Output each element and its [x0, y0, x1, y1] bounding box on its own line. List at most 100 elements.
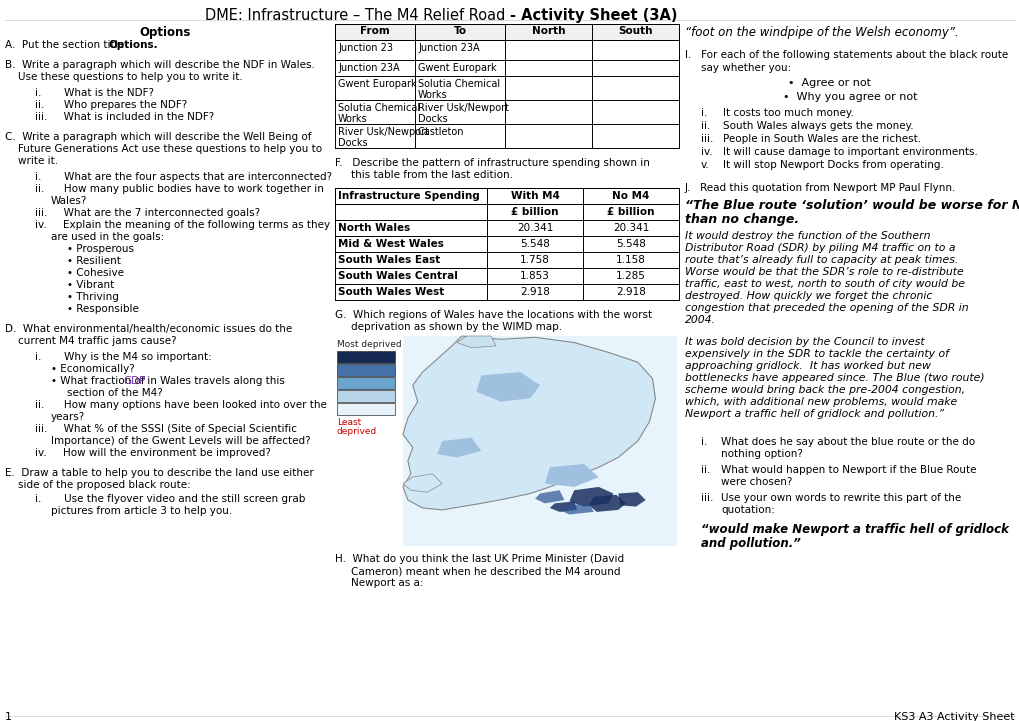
Text: Docks: Docks — [418, 114, 447, 124]
Bar — [336, 364, 394, 376]
Text: North Wales: North Wales — [337, 223, 410, 233]
Text: 1.758: 1.758 — [520, 255, 549, 265]
Text: iv.     How will the environment be improved?: iv. How will the environment be improved… — [35, 448, 271, 458]
Text: Wales?: Wales? — [51, 196, 88, 206]
Text: Gwent Europark: Gwent Europark — [418, 63, 496, 73]
Text: Least: Least — [336, 418, 361, 427]
Text: and pollution.”: and pollution.” — [700, 537, 800, 550]
Text: destroyed. How quickly we forget the chronic: destroyed. How quickly we forget the chr… — [685, 291, 931, 301]
Text: Future Generations Act use these questions to help you to: Future Generations Act use these questio… — [18, 144, 322, 154]
Text: • Economically?: • Economically? — [51, 364, 135, 374]
Text: From: From — [360, 26, 389, 36]
Text: bottlenecks have appeared since. The Blue (two route): bottlenecks have appeared since. The Blu… — [685, 373, 983, 383]
Text: No M4: No M4 — [611, 191, 649, 201]
Text: i.       What is the NDF?: i. What is the NDF? — [35, 88, 154, 98]
Text: Infrastructure Spending: Infrastructure Spending — [337, 191, 479, 201]
Text: current M4 traffic jams cause?: current M4 traffic jams cause? — [18, 336, 176, 346]
Text: iii.     What % of the SSSI (Site of Special Scientific: iii. What % of the SSSI (Site of Special… — [35, 424, 297, 434]
Text: Junction 23A: Junction 23A — [418, 43, 479, 53]
Text: Options.: Options. — [109, 40, 159, 50]
Text: iv.     Explain the meaning of the following terms as they: iv. Explain the meaning of the following… — [35, 220, 330, 230]
Text: South Wales always gets the money.: South Wales always gets the money. — [722, 121, 913, 131]
Text: Newport as a:: Newport as a: — [351, 578, 423, 588]
Text: It will stop Newport Docks from operating.: It will stop Newport Docks from operatin… — [722, 160, 943, 170]
Polygon shape — [476, 372, 539, 402]
Text: • Responsible: • Responsible — [67, 304, 139, 314]
Text: deprivation as shown by the WIMD map.: deprivation as shown by the WIMD map. — [351, 322, 561, 332]
Text: KS3 A3 Activity Sheet: KS3 A3 Activity Sheet — [894, 712, 1014, 721]
Text: ii.: ii. — [700, 465, 709, 475]
Text: South: South — [618, 26, 652, 36]
Text: To: To — [453, 26, 466, 36]
Polygon shape — [549, 501, 577, 512]
Text: J.   Read this quotation from Newport MP Paul Flynn.: J. Read this quotation from Newport MP P… — [685, 183, 956, 193]
Text: What does he say about the blue route or the do: What does he say about the blue route or… — [720, 437, 974, 447]
Bar — [403, 336, 677, 546]
Text: in Wales travels along this: in Wales travels along this — [144, 376, 284, 386]
Polygon shape — [437, 438, 481, 457]
Text: • Thriving: • Thriving — [67, 292, 119, 302]
Text: 20.341: 20.341 — [612, 223, 648, 233]
Polygon shape — [559, 503, 593, 515]
Text: Use your own words to rewrite this part of the: Use your own words to rewrite this part … — [720, 493, 960, 503]
Text: i.: i. — [700, 108, 707, 118]
Text: which, with additional new problems, would make: which, with additional new problems, wou… — [685, 397, 956, 407]
Polygon shape — [457, 336, 495, 348]
Text: side of the proposed black route:: side of the proposed black route: — [18, 480, 191, 490]
Polygon shape — [544, 464, 598, 487]
Text: South Wales West: South Wales West — [337, 287, 444, 297]
Text: write it.: write it. — [18, 156, 58, 166]
Text: H.  What do you think the last UK Prime Minister (David: H. What do you think the last UK Prime M… — [334, 554, 624, 564]
Text: Distributor Road (SDR) by piling M4 traffic on to a: Distributor Road (SDR) by piling M4 traf… — [685, 243, 955, 253]
Text: Junction 23A: Junction 23A — [337, 63, 399, 73]
Text: Most deprived: Most deprived — [336, 340, 401, 349]
Text: Use these questions to help you to write it.: Use these questions to help you to write… — [18, 72, 243, 82]
Text: 1: 1 — [5, 712, 12, 721]
Text: are used in the goals:: are used in the goals: — [51, 232, 164, 242]
Text: route that’s already full to capacity at peak times.: route that’s already full to capacity at… — [685, 255, 958, 265]
Text: “The Blue route ‘solution’ would be worse for Newport: “The Blue route ‘solution’ would be wors… — [685, 199, 1019, 212]
Text: Solutia Chemical: Solutia Chemical — [337, 103, 420, 113]
Text: 1.158: 1.158 — [615, 255, 645, 265]
Text: • Cohesive: • Cohesive — [67, 268, 124, 278]
Text: Docks: Docks — [337, 138, 367, 148]
Text: • Vibrant: • Vibrant — [67, 280, 114, 290]
Text: North: North — [531, 26, 565, 36]
Polygon shape — [403, 336, 655, 510]
Text: deprived: deprived — [336, 427, 377, 436]
Polygon shape — [535, 490, 564, 503]
Text: pictures from article 3 to help you.: pictures from article 3 to help you. — [51, 506, 232, 516]
Text: South Wales Central: South Wales Central — [337, 271, 458, 281]
Text: Cameron) meant when he described the M4 around: Cameron) meant when he described the M4 … — [351, 566, 620, 576]
Text: Castleton: Castleton — [418, 127, 464, 137]
Text: years?: years? — [51, 412, 86, 422]
Text: • Resilient: • Resilient — [67, 256, 121, 266]
Text: Worse would be that the SDR’s role to re-distribute: Worse would be that the SDR’s role to re… — [685, 267, 963, 277]
Text: •  Why you agree or not: • Why you agree or not — [783, 92, 917, 102]
Text: congestion that preceded the opening of the SDR in: congestion that preceded the opening of … — [685, 303, 968, 313]
Text: G.  Which regions of Wales have the locations with the worst: G. Which regions of Wales have the locat… — [334, 310, 651, 320]
Bar — [334, 188, 679, 204]
Bar — [336, 390, 394, 402]
Polygon shape — [569, 487, 612, 507]
Text: • What fraction of: • What fraction of — [51, 376, 148, 386]
Text: ii.      How many public bodies have to work together in: ii. How many public bodies have to work … — [35, 184, 324, 194]
Text: traffic, east to west, north to south of city would be: traffic, east to west, north to south of… — [685, 279, 964, 289]
Text: C.  Write a paragraph which will describe the Well Being of: C. Write a paragraph which will describe… — [5, 132, 311, 142]
Text: than no change.: than no change. — [685, 213, 798, 226]
Text: £ billion: £ billion — [511, 207, 558, 217]
Text: •  Agree or not: • Agree or not — [788, 78, 870, 88]
Text: B.  Write a paragraph which will describe the NDF in Wales.: B. Write a paragraph which will describe… — [5, 60, 315, 70]
Text: It costs too much money.: It costs too much money. — [722, 108, 853, 118]
Text: Solutia Chemical: Solutia Chemical — [418, 79, 499, 89]
Text: People in South Wales are the richest.: People in South Wales are the richest. — [722, 134, 920, 144]
Text: iii.: iii. — [700, 134, 712, 144]
Text: 1.285: 1.285 — [615, 271, 645, 281]
Text: DME: Infrastructure – The M4 Relief Road: DME: Infrastructure – The M4 Relief Road — [205, 8, 510, 23]
Text: It will cause damage to important environments.: It will cause damage to important enviro… — [722, 147, 977, 157]
Text: expensively in the SDR to tackle the certainty of: expensively in the SDR to tackle the cer… — [685, 349, 948, 359]
Text: Newport a traffic hell of gridlock and pollution.”: Newport a traffic hell of gridlock and p… — [685, 409, 944, 419]
Text: I.   For each of the following statements about the black route: I. For each of the following statements … — [685, 50, 1007, 60]
Text: E.  Draw a table to help you to describe the land use either: E. Draw a table to help you to describe … — [5, 468, 314, 478]
Text: say whether you:: say whether you: — [700, 63, 791, 73]
